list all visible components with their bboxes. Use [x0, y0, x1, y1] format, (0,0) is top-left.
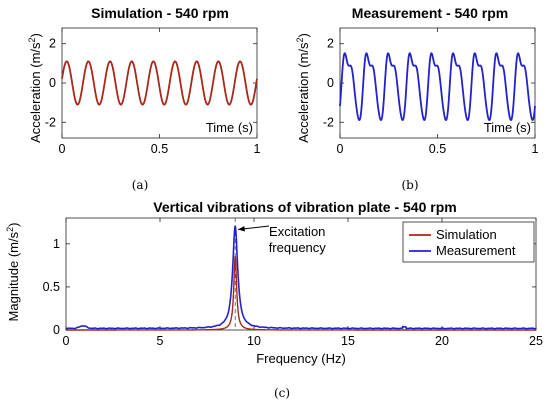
fft-ytick-label: 1 — [53, 237, 60, 251]
sim-ytick-label: 0 — [49, 76, 56, 90]
meas-xtick-label: 0.5 — [429, 142, 446, 156]
fft-xtick-label: 5 — [157, 334, 164, 348]
sim-ytick-label: 2 — [49, 37, 56, 51]
sim-xtick-label: 0 — [59, 142, 66, 156]
simulation-line — [61, 60, 258, 106]
annotation-line-1: Excitation — [269, 224, 325, 239]
panel-a-xlabel: Time (s) — [206, 120, 253, 135]
panel-b: Measurement - 540 rpm Acceleration (m/s2… — [295, 5, 539, 192]
fft-ytick-label: 0.5 — [43, 280, 60, 294]
meas-xtick-label: 1 — [532, 142, 539, 156]
meas-ytick-label: -2 — [323, 115, 334, 129]
panel-a-title: Simulation - 540 rpm — [91, 5, 229, 21]
legend-label-0: Simulation — [436, 227, 497, 242]
fft-xtick-label: 10 — [247, 334, 261, 348]
panel-b-ylabel-text: Acceleration (m/s2) — [295, 33, 311, 143]
panel-b-ylabel: Acceleration (m/s2) — [295, 33, 311, 143]
fft-xtick-label: 0 — [63, 334, 70, 348]
measurement-spectrum-line — [65, 225, 537, 331]
panel-c-title: Vertical vibrations of vibration plate -… — [153, 199, 456, 215]
meas-xtick-label: 0 — [337, 142, 344, 156]
panel-c-ylabel: Magnitude (m/s2) — [5, 223, 21, 322]
meas-ytick-label: 0 — [327, 76, 334, 90]
annotation-arrow-head — [238, 226, 245, 232]
panel-c: Vertical vibrations of vibration plate -… — [5, 199, 543, 400]
panel-b-caption: (b) — [401, 178, 418, 192]
simulation-spectrum-line — [66, 255, 536, 331]
sim-xtick-label: 1 — [254, 142, 261, 156]
fft-xtick-label: 20 — [435, 334, 449, 348]
legend-box — [402, 221, 535, 263]
annotation-line-2: frequency — [269, 240, 327, 255]
meas-ytick-label: 2 — [327, 37, 334, 51]
panel-c-ylabel-text: Magnitude (m/s2) — [5, 223, 21, 322]
fft-ytick-label: 0 — [53, 323, 60, 337]
panel-b-xlabel: Time (s) — [484, 120, 531, 135]
sim-xtick-label: 0.5 — [151, 142, 168, 156]
panel-b-title: Measurement - 540 rpm — [352, 5, 508, 21]
fft-xtick-label: 15 — [341, 334, 355, 348]
panel-a-ylabel-text: Acceleration (m/s2) — [27, 33, 43, 143]
panel-c-caption: (c) — [274, 386, 290, 400]
panel-a-ylabel: Acceleration (m/s2) — [27, 33, 43, 143]
sim-ytick-label: -2 — [45, 115, 56, 129]
fft-xtick-label: 25 — [529, 334, 543, 348]
measurement-line — [339, 52, 536, 122]
panel-a: Simulation - 540 rpm Acceleration (m/s2)… — [27, 5, 261, 192]
legend-label-1: Measurement — [436, 243, 516, 258]
panel-a-caption: (a) — [132, 178, 149, 192]
meas-axes-box — [339, 27, 536, 139]
panel-c-xlabel: Frequency (Hz) — [256, 351, 346, 366]
